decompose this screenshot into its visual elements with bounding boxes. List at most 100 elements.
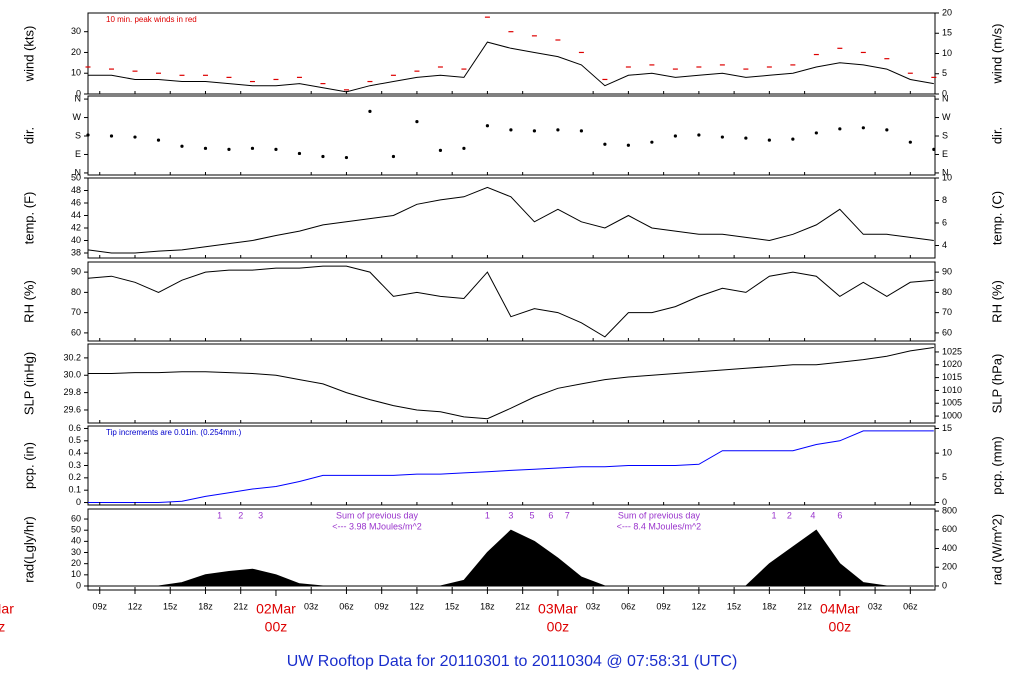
y2-tick-label: 5 [942, 472, 947, 482]
hour-annotation: 5 [530, 510, 535, 520]
hour-annotation: 1 [485, 510, 490, 520]
x-tick-label: 15z [163, 601, 178, 611]
data-point [344, 155, 349, 160]
y-tick-label: N [75, 167, 82, 177]
y2-tick-label: S [942, 130, 948, 140]
x-tick-label: 21z [515, 601, 530, 611]
data-line [87, 186, 934, 254]
x-tick-label: 15z [445, 601, 460, 611]
x-tick-label: 12z [410, 601, 425, 611]
data-point [744, 136, 748, 140]
y-axis-label: RH (%) [21, 280, 36, 323]
date-label: 01Mar [0, 601, 14, 617]
radiation-note: <--- 3.98 MJoules/m^2 [332, 521, 422, 531]
y-axis-label: temp. (F) [21, 192, 36, 245]
y-tick-label: 20 [71, 47, 81, 57]
data-point [932, 147, 936, 151]
x-tick-label: 06z [903, 601, 918, 611]
data-point [767, 138, 771, 142]
y2-tick-label: 10 [942, 448, 952, 458]
y-tick-label: 30 [71, 26, 81, 36]
y2-tick-label: N [942, 167, 949, 177]
data-point [838, 127, 842, 131]
y-tick-label: 29.6 [63, 404, 81, 414]
y2-tick-label: 10 [942, 48, 952, 58]
data-point [650, 140, 654, 144]
radiation-note: Sum of previous day [336, 510, 419, 520]
x-tick-label: 12z [128, 601, 143, 611]
panel-note: Tip increments are 0.01in. (0.254mm.) [106, 428, 242, 437]
y-tick-label: N [75, 93, 82, 103]
y-tick-label: 70 [71, 307, 81, 317]
y2-axis-label: wind (m/s) [989, 24, 1004, 85]
data-point [626, 143, 630, 147]
date-hour-label: 00z [0, 619, 5, 635]
data-line [88, 347, 934, 420]
y-tick-label: 80 [71, 287, 81, 297]
panel-frame [87, 177, 936, 259]
y-tick-label: 0.1 [68, 485, 81, 495]
panel-note: 10 min. peak winds in red [106, 15, 197, 24]
data-point [250, 146, 255, 150]
y2-tick-label: 400 [942, 543, 957, 553]
y-tick-label: 0 [76, 88, 81, 98]
panel: wind (kts) wind (m/s) 0 10 20 30 0 5 10 15 20 10 mi… [21, 7, 1004, 98]
data-point [203, 146, 208, 150]
hour-annotation: 3 [258, 510, 263, 520]
y-tick-label: 38 [71, 247, 81, 257]
y-tick-label: 0.4 [68, 448, 81, 458]
y2-tick-label: 90 [942, 267, 952, 277]
hour-annotation: 6 [548, 510, 553, 520]
y2-tick-label: W [942, 112, 951, 122]
data-point [556, 128, 560, 132]
data-point [109, 134, 114, 138]
x-tick-label: 18z [762, 601, 777, 611]
data-point [368, 109, 372, 113]
y-axis-label: SLP (inHg) [21, 352, 36, 415]
y2-tick-label: 600 [942, 524, 957, 534]
y-tick-label: 40 [71, 235, 81, 245]
y2-tick-label: 1000 [942, 410, 962, 420]
hour-annotation: 2 [787, 510, 792, 520]
y2-axis-label: temp. (C) [989, 191, 1004, 245]
y-tick-label: 42 [71, 222, 81, 232]
chart-title: UW Rooftop Data for 20110301 to 20110304… [287, 653, 738, 670]
y2-tick-label: 15 [942, 28, 952, 38]
y2-tick-label: N [942, 93, 949, 103]
data-point [86, 133, 90, 137]
y-tick-label: 46 [71, 197, 81, 207]
y2-tick-label: 70 [942, 307, 952, 317]
y2-tick-label: 10 [942, 172, 952, 182]
data-point [603, 142, 607, 146]
y-tick-label: 90 [71, 267, 81, 277]
y-tick-label: 0.2 [68, 472, 81, 482]
y-tick-label: 60 [71, 513, 81, 523]
data-point [227, 147, 231, 151]
y2-tick-label: 0 [942, 497, 947, 507]
hour-annotation: 4 [810, 510, 815, 520]
date-label: 03Mar [538, 601, 578, 617]
y-tick-label: 10 [71, 68, 81, 78]
y2-tick-label: 1010 [942, 385, 962, 395]
hour-annotation: 6 [837, 510, 842, 520]
x-tick-label: 03z [304, 601, 319, 611]
panel: SLP (inHg) SLP (hPa) 29.6 29.8 30.0 30.2 1000 1… [21, 343, 1004, 424]
data-point [180, 144, 184, 148]
data-point [532, 129, 537, 133]
y-tick-label: 20 [71, 558, 81, 568]
y2-tick-label: 1025 [942, 346, 962, 356]
y2-axis-label: pcp. (mm) [989, 436, 1004, 495]
data-point [391, 154, 396, 159]
data-point [509, 128, 513, 132]
y-tick-label: E [75, 149, 81, 159]
data-line [87, 265, 934, 338]
y-tick-label: 50 [71, 525, 81, 535]
y-tick-label: 0.5 [68, 435, 81, 445]
data-point [814, 131, 818, 135]
x-tick-label: 15z [727, 601, 742, 611]
data-point [579, 129, 583, 133]
y-tick-label: 50 [71, 172, 81, 182]
data-line [88, 41, 934, 93]
y2-tick-label: 0 [942, 580, 947, 590]
data-point [485, 124, 490, 128]
